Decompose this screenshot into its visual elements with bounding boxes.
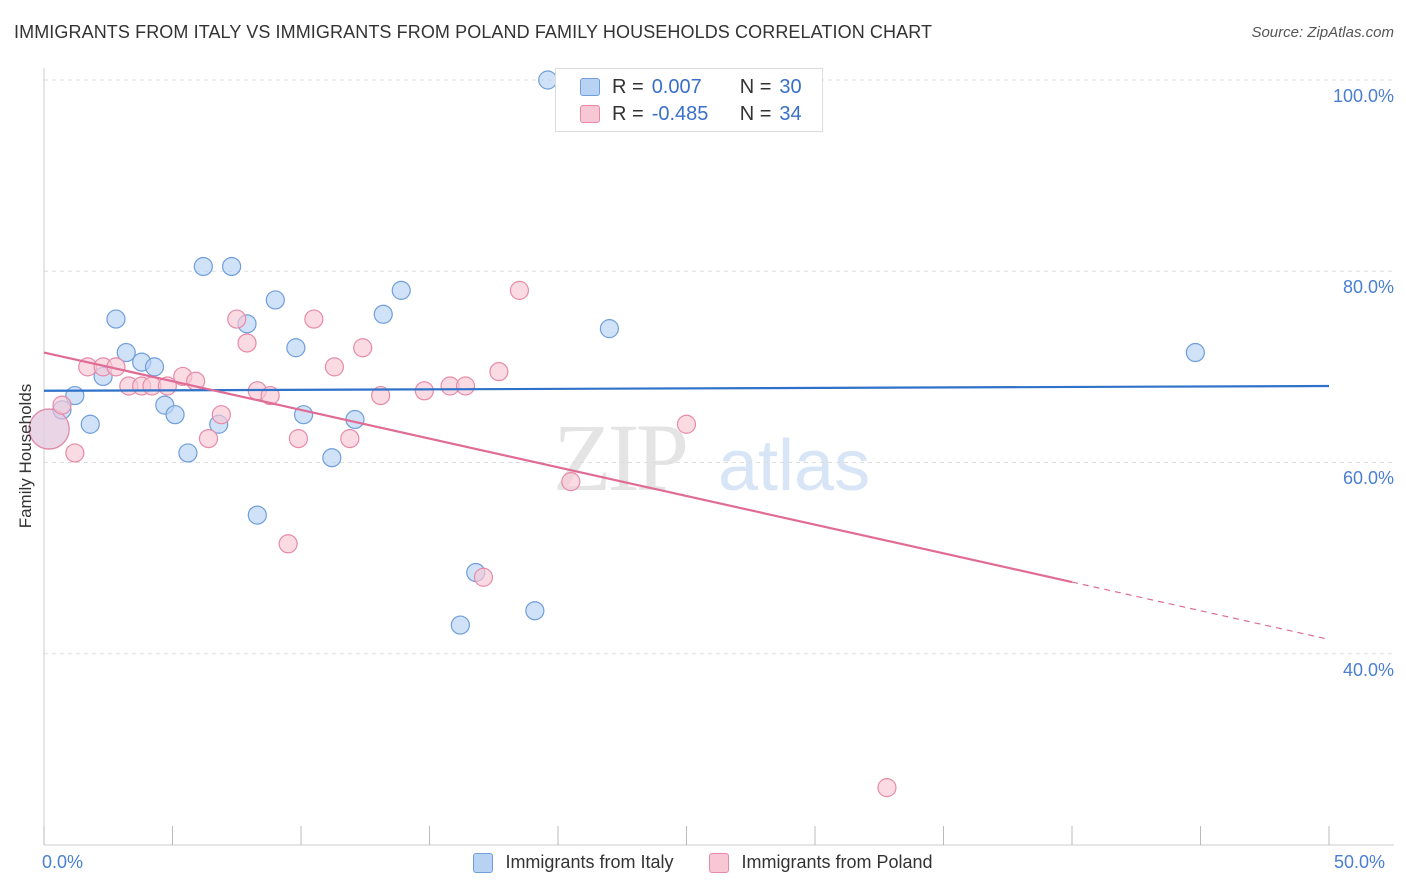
point-poland-14 (227, 309, 247, 329)
y-axis-label-wrap: Family Households (16, 311, 36, 529)
trendline-poland-extension (1071, 581, 1330, 640)
trendline-poland (43, 351, 1073, 584)
legend-italy-n-value: 30 (779, 75, 802, 98)
point-italy-22 (373, 304, 393, 324)
watermark-zip: ZIP (553, 404, 686, 511)
point-italy-6 (116, 342, 136, 363)
point-italy-3 (80, 414, 100, 434)
series-legend-label-italy: Immigrants from Italy (505, 852, 674, 872)
series-legend: Immigrants from Italy Immigrants from Po… (0, 852, 1406, 873)
point-italy-14 (222, 256, 242, 277)
point-poland-25 (414, 381, 434, 401)
point-poland-29 (489, 362, 509, 382)
point-italy-24 (450, 615, 470, 635)
point-poland-30 (509, 280, 530, 300)
x-tick-label-max: 50.0% (1334, 852, 1386, 872)
legend-row-poland: R = -0.485 N = 34 (580, 102, 802, 126)
legend-poland-n-value: 34 (779, 102, 802, 125)
legend-italy-n-label: N = (739, 75, 772, 98)
y-tick-label-60: 60.0% (1342, 468, 1394, 488)
point-poland-20 (304, 309, 324, 329)
series-legend-swatch-poland (709, 852, 730, 873)
legend-italy-r-label: R = (612, 75, 644, 98)
series-legend-italy: Immigrants from Italy (473, 852, 673, 873)
watermark-atlas: atlas (718, 426, 870, 506)
series-legend-poland: Immigrants from Poland (709, 852, 933, 873)
legend-poland-r-value: -0.485 (651, 102, 709, 125)
point-italy-20 (322, 448, 342, 468)
legend-row-italy: R = 0.007 N = 30 (580, 75, 802, 99)
point-italy-16 (247, 505, 267, 525)
y-tick-label-80: 80.0% (1342, 277, 1394, 297)
y-tick-label-40: 40.0% (1342, 660, 1394, 680)
point-italy-5 (106, 309, 126, 329)
series-legend-swatch-italy (473, 852, 494, 873)
point-italy-23 (391, 280, 411, 300)
point-poland-24 (371, 385, 391, 406)
point-poland-31 (561, 472, 581, 492)
point-poland-13 (211, 405, 231, 425)
point-poland-21 (324, 357, 345, 377)
correlation-legend: R = 0.007 N = 30 R = -0.485 N = 34 (555, 68, 823, 132)
y-axis-label: Family Households (16, 383, 35, 529)
point-poland-0 (28, 408, 70, 450)
point-poland-28 (473, 567, 494, 587)
point-italy-17 (265, 290, 285, 310)
point-poland-22 (340, 428, 360, 449)
legend-swatch-poland (580, 105, 600, 123)
point-poland-17 (260, 385, 280, 406)
point-italy-18 (286, 338, 306, 358)
point-poland-15 (237, 333, 257, 353)
legend-poland-r-label: R = (612, 102, 644, 125)
trendline-italy (43, 384, 1330, 392)
x-tick-label-min: 0.0% (42, 852, 84, 872)
point-poland-12 (198, 428, 219, 449)
point-italy-8 (144, 357, 165, 377)
point-poland-1 (52, 395, 72, 415)
point-poland-18 (278, 534, 298, 554)
y-tick-label-100: 100.0% (1332, 86, 1394, 106)
point-italy-29 (1185, 342, 1205, 363)
chart-title: IMMIGRANTS FROM ITALY VS IMMIGRANTS FROM… (14, 22, 933, 42)
point-italy-10 (165, 405, 185, 425)
point-poland-27 (455, 376, 476, 396)
point-poland-2 (65, 443, 85, 463)
point-poland-32 (676, 414, 697, 434)
legend-poland-n-label: N = (739, 102, 772, 125)
point-poland-23 (353, 338, 373, 358)
point-italy-12 (193, 256, 213, 277)
legend-italy-r-value: 0.007 (651, 75, 702, 98)
legend-swatch-italy (580, 78, 600, 96)
point-poland-19 (288, 428, 309, 449)
point-italy-28 (599, 319, 620, 339)
point-italy-11 (178, 443, 198, 463)
point-italy-26 (525, 601, 545, 621)
source-label: Source: ZipAtlas.com (1251, 24, 1394, 41)
point-poland-33 (877, 778, 897, 798)
series-legend-label-poland: Immigrants from Poland (741, 852, 933, 872)
